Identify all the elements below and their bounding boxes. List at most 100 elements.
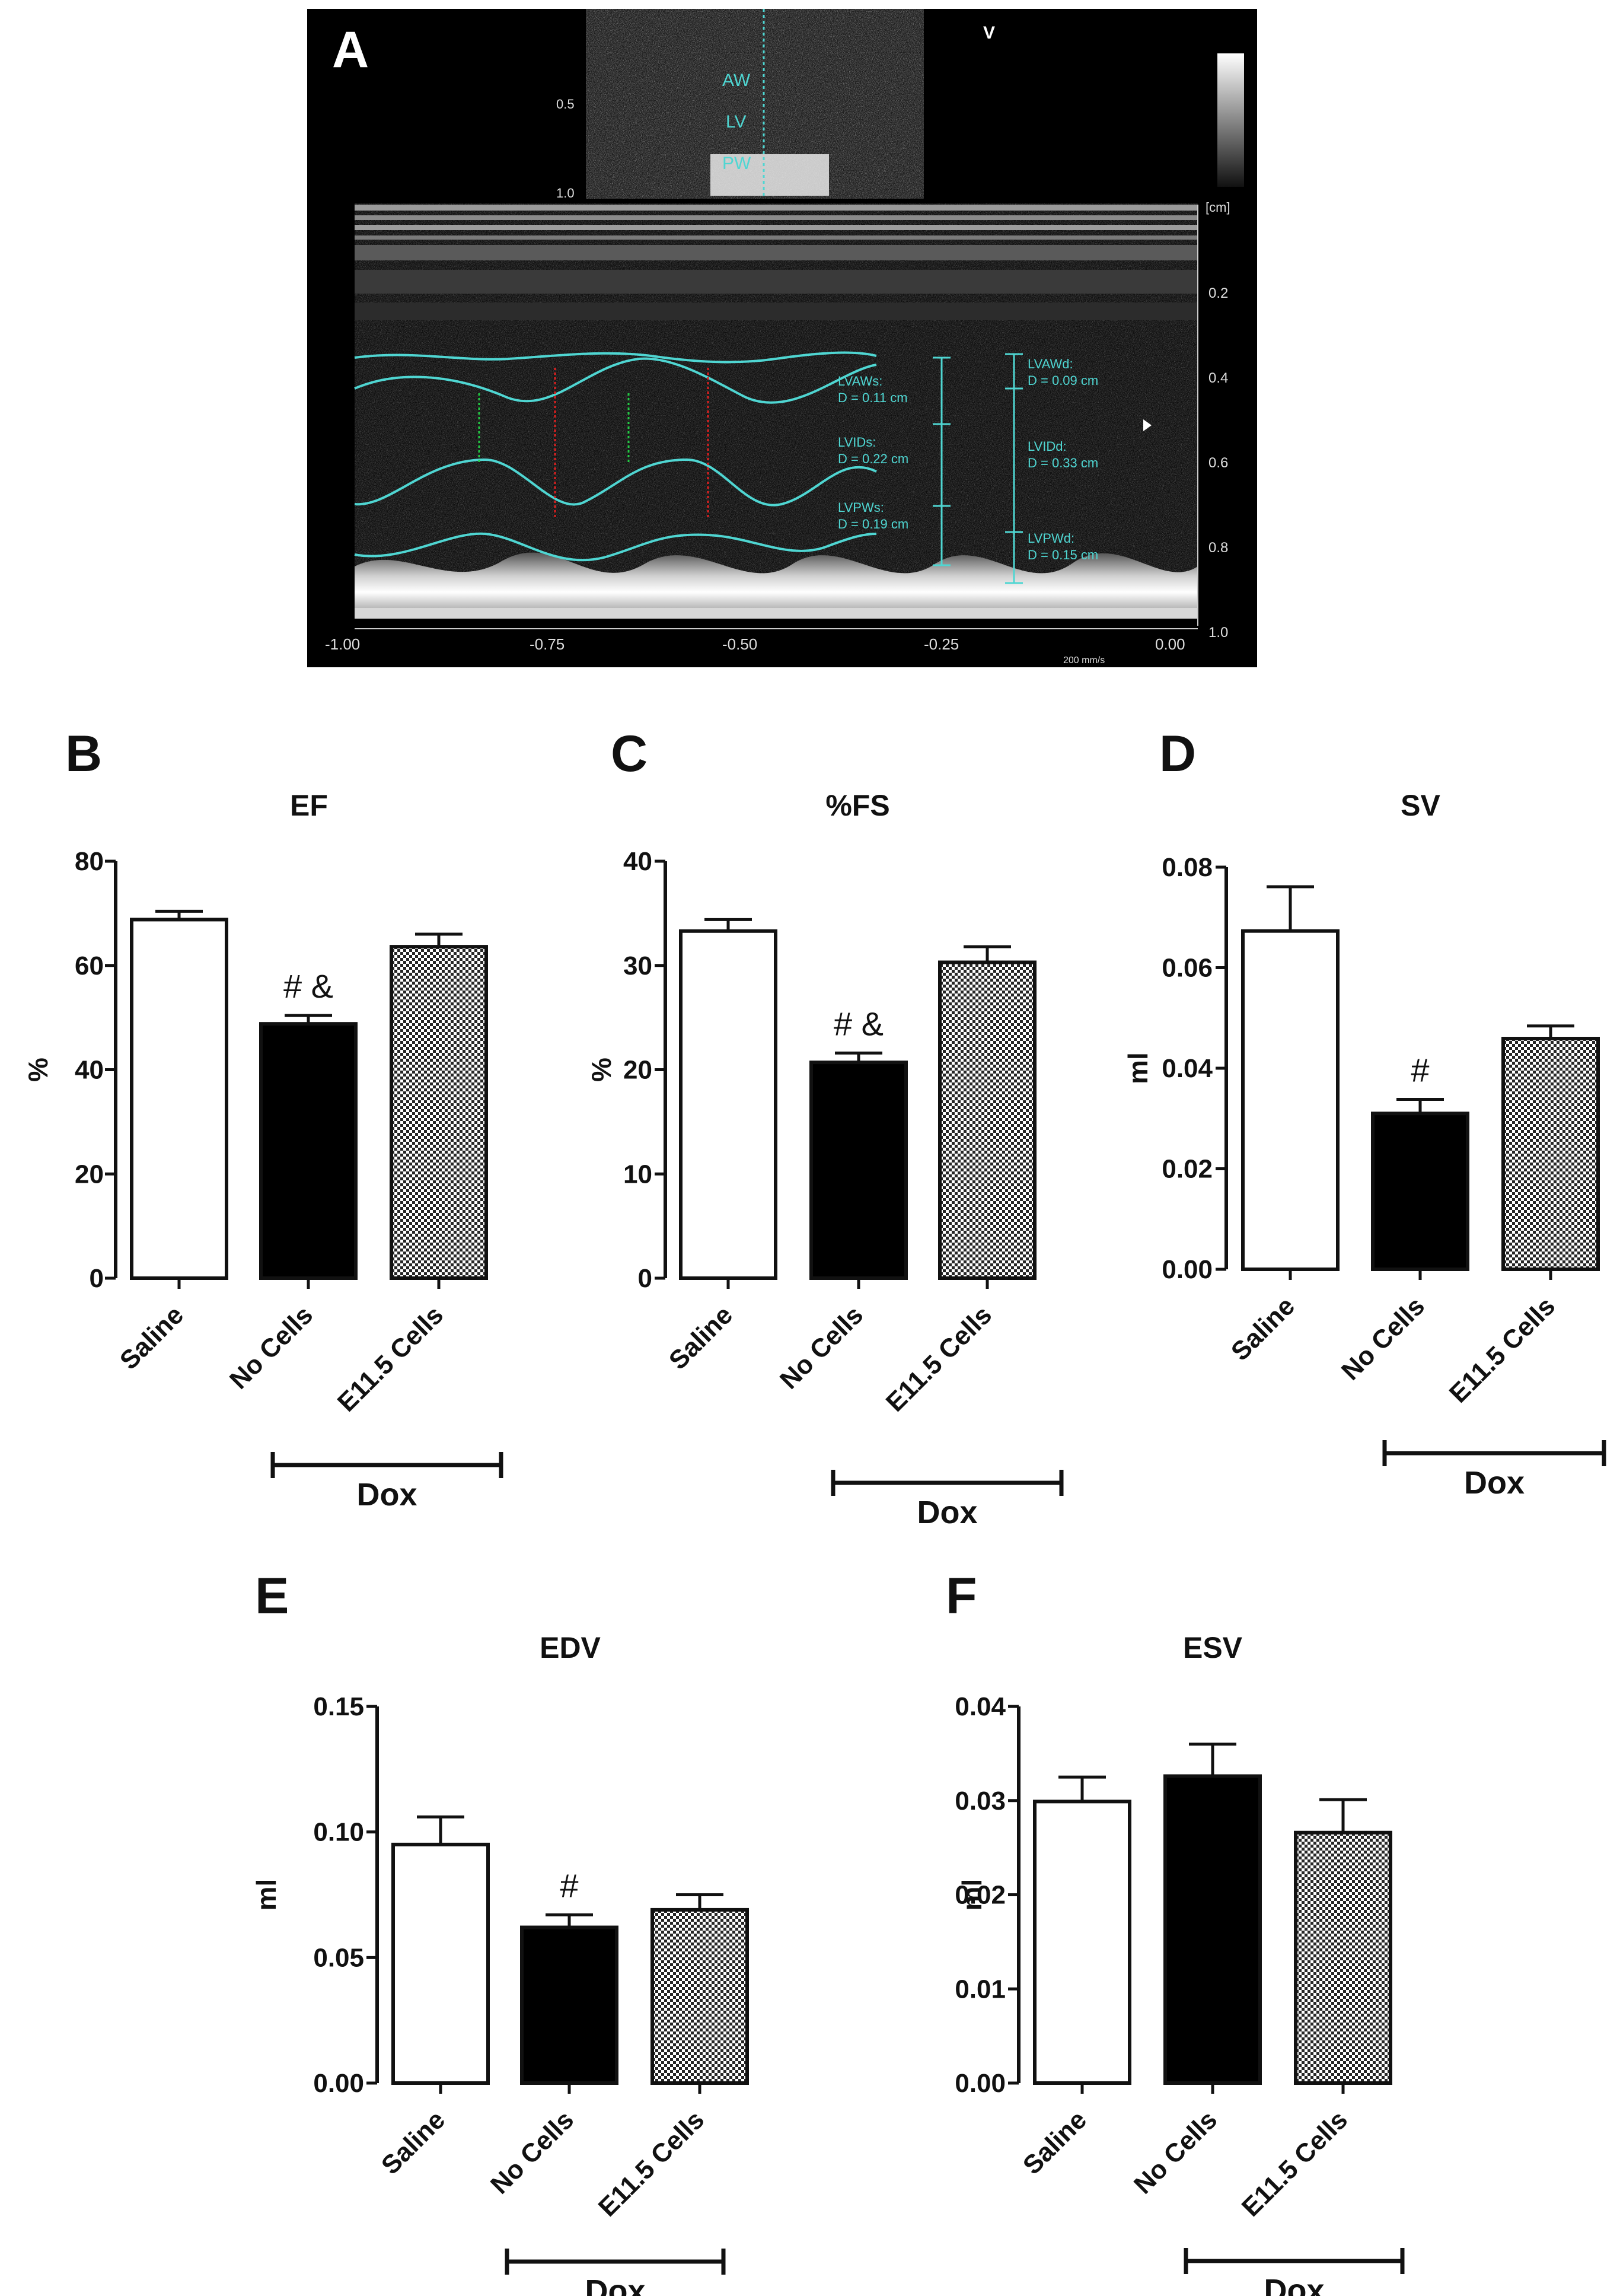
category-label: Saline (114, 1300, 189, 1375)
dox-label: Dox (917, 1495, 977, 1530)
bar-saline (1241, 929, 1340, 1271)
y-tick-label: 0.01 (955, 1975, 1006, 2004)
dox-label: Dox (585, 2273, 645, 2296)
bar-no-cells (1371, 1112, 1469, 1272)
panel-letter: B (65, 725, 102, 782)
time-tick-4: -0.25 (924, 635, 959, 653)
y-tick-label: 0.00 (955, 2069, 1006, 2098)
y-tick-label: 10 (623, 1160, 652, 1189)
bar-e11-5-cells (390, 945, 488, 1280)
time-tick-2: -0.75 (530, 635, 565, 653)
chart-panel-d: D SV 0.00 0.02 0.04 0.06 0.08 ml Saline # No Cells… (1122, 725, 1606, 1501)
lv-label: LV (726, 112, 746, 132)
lvids-name: LVIDs: (838, 435, 876, 450)
chart-panel-e: E EDV 0.00 0.05 0.10 0.15 ml Saline # No Cells E11… (251, 1568, 749, 2296)
aw-label: AW (722, 71, 751, 90)
pw-label: PW (722, 154, 751, 173)
y-tick-label: 0.08 (1162, 853, 1213, 882)
y-tick-label: 0.06 (1162, 954, 1213, 983)
category-label: E11.5 Cells (1444, 1291, 1561, 1408)
measurement-labels: LVAWs: D = 0.11 cm LVIDs: D = 0.22 cm LV… (838, 356, 1098, 562)
bar-saline (679, 929, 777, 1280)
y-axis-label: % (586, 1058, 617, 1082)
depth-axis: [cm] 0.2 0.4 0.6 0.8 1.0 (1143, 200, 1230, 641)
chart-panel-f: F ESV 0.00 0.01 0.02 0.03 0.04 ml Saline No Cells… (946, 1568, 1405, 2296)
y-tick-label: 60 (75, 951, 104, 980)
b-mode-sector: AW LV PW 0.5 1.0 V (556, 9, 995, 200)
category-label: Saline (664, 1300, 738, 1375)
time-tick-3: -0.50 (722, 635, 757, 653)
y-tick-label: 0.15 (313, 1692, 364, 1721)
category-label: No Cells (1336, 1291, 1430, 1386)
bar-saline (1033, 1800, 1131, 2085)
lvaws-name: LVAWs: (838, 374, 882, 388)
panel-letter: F (946, 1568, 977, 1625)
depth-tick-0.2: 0.2 (1208, 285, 1228, 301)
category-label: No Cells (224, 1300, 318, 1394)
bar-e11-5-cells (650, 1908, 749, 2085)
category-label: E11.5 Cells (332, 1300, 449, 1417)
sweep-speed: 200 mm/s (1063, 655, 1105, 665)
category-label: E11.5 Cells (1236, 2105, 1353, 2222)
chart-title: %FS (825, 789, 889, 822)
lvawd-name: LVAWd: (1028, 356, 1073, 371)
bar-e11-5-cells (1501, 1036, 1600, 1272)
chart-title: EF (290, 789, 328, 822)
y-tick-label: 0.04 (1162, 1054, 1213, 1083)
time-axis: -1.00 -0.75 -0.50 -0.25 0.00 200 mm/s (325, 628, 1198, 665)
bar-no-cells (259, 1022, 358, 1281)
category-label: No Cells (774, 1300, 869, 1394)
lvidd-value: D = 0.33 cm (1028, 456, 1098, 470)
bar-e11-5-cells (1294, 1830, 1392, 2085)
chart-title: SV (1401, 789, 1440, 822)
lvids-value: D = 0.22 cm (838, 451, 908, 466)
echo-m-mode-image: AW LV PW 0.5 1.0 V A (307, 9, 1257, 667)
lvpws-value: D = 0.19 cm (838, 517, 908, 531)
calipers (933, 353, 1023, 584)
y-tick-label: 0.00 (313, 2069, 364, 2098)
time-tick-5: 0.00 (1155, 635, 1185, 653)
significance-label: # & (834, 1005, 884, 1042)
y-axis-label: ml (251, 1879, 282, 1911)
y-tick-label: 30 (623, 951, 652, 980)
lvpwd-value: D = 0.15 cm (1028, 547, 1098, 562)
category-label: No Cells (485, 2105, 579, 2199)
y-tick-label: 0.04 (955, 1692, 1006, 1721)
lvpwd-name: LVPWd: (1028, 531, 1074, 546)
y-tick-label: 20 (75, 1160, 104, 1189)
y-tick-label: 0 (90, 1264, 104, 1293)
y-tick-label: 0.02 (1162, 1155, 1213, 1184)
bar-no-cells (1163, 1774, 1262, 2085)
category-label: Saline (376, 2105, 451, 2180)
wall-traces (354, 351, 877, 562)
significance-label: # (1411, 1052, 1429, 1089)
bar-saline (130, 918, 228, 1281)
chart-panel-c: C %FS 0 10 20 30 40% Saline # & No Cells E11.5 Cel… (586, 725, 1064, 1530)
category-label: Saline (1226, 1291, 1300, 1366)
significance-label: # & (283, 967, 333, 1005)
category-label: E11.5 Cells (593, 2105, 710, 2222)
dox-label: Dox (356, 1477, 417, 1512)
y-tick-label: 40 (75, 1056, 104, 1085)
bar-no-cells (809, 1061, 908, 1280)
systole-diastole-markers (478, 368, 709, 519)
lvaws-value: D = 0.11 cm (838, 390, 908, 405)
lvawd-value: D = 0.09 cm (1028, 373, 1098, 388)
y-tick-label: 40 (623, 847, 652, 876)
y-tick-label: 80 (75, 847, 104, 876)
bar-saline (391, 1842, 490, 2085)
y-tick-label: 0.03 (955, 1787, 1006, 1816)
lvpws-name: LVPWs: (838, 500, 884, 515)
m-mode-trace-area (355, 203, 1198, 619)
y-tick-label: 0 (638, 1264, 652, 1293)
depth-tick-0.8: 0.8 (1208, 540, 1228, 556)
category-label: Saline (1018, 2105, 1092, 2180)
depth-label-0.5: 0.5 (556, 97, 575, 112)
category-label: No Cells (1128, 2105, 1223, 2199)
grayscale-bar (1217, 53, 1244, 187)
y-tick-label: 20 (623, 1056, 652, 1085)
bar-e11-5-cells (938, 960, 1037, 1281)
panel-letter: D (1159, 725, 1196, 782)
y-axis-label: ml (1122, 1052, 1153, 1084)
y-tick-label: 0.02 (955, 1881, 1006, 1910)
